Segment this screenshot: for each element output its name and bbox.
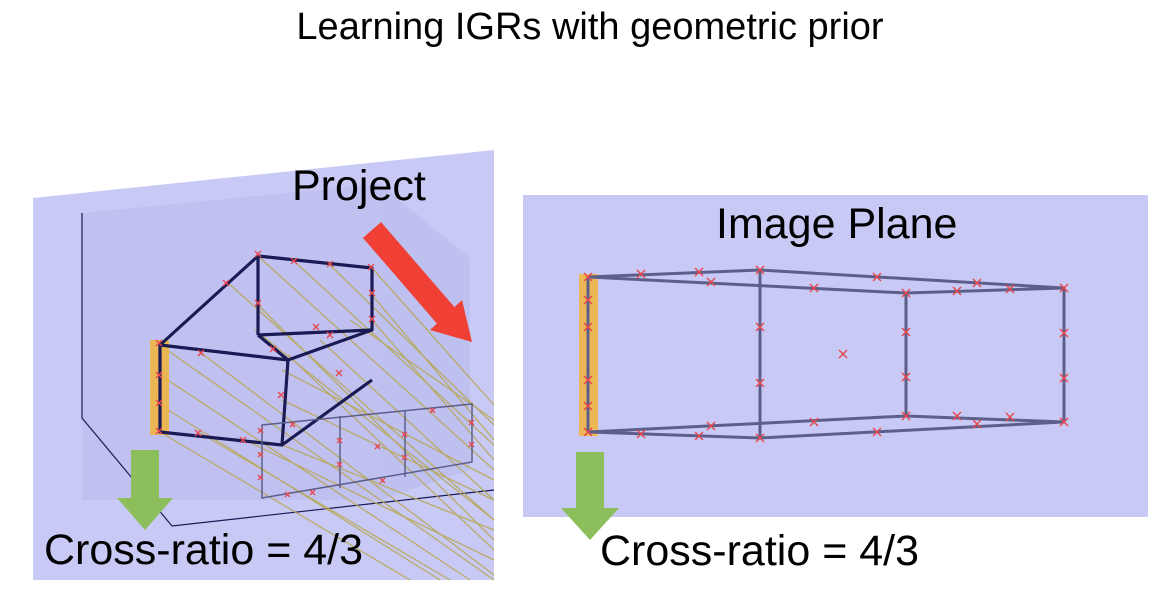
image-plane-background [523,195,1148,517]
green-down-arrow-icon-right [561,452,619,540]
cross-ratio-label-right: Cross-ratio = 4/3 [600,527,920,575]
left-wall-edge [81,213,495,527]
red-diagonal-arrow-icon [362,222,472,342]
left-point-markers [155,250,475,498]
left-3d-scene [33,150,495,581]
cuboid-3d [158,254,374,447]
projected-shape-left [261,403,473,499]
slide-title: Learning IGRs with geometric prior [296,6,884,48]
cross-ratio-label-left: Cross-ratio = 4/3 [44,526,364,574]
projection-rays [159,255,495,581]
right-point-markers [583,265,1069,443]
image-plane-panel [523,195,1148,540]
project-label: Project [292,162,426,210]
green-down-arrow-icon-left [117,450,173,530]
image-plane-label: Image Plane [716,200,958,248]
